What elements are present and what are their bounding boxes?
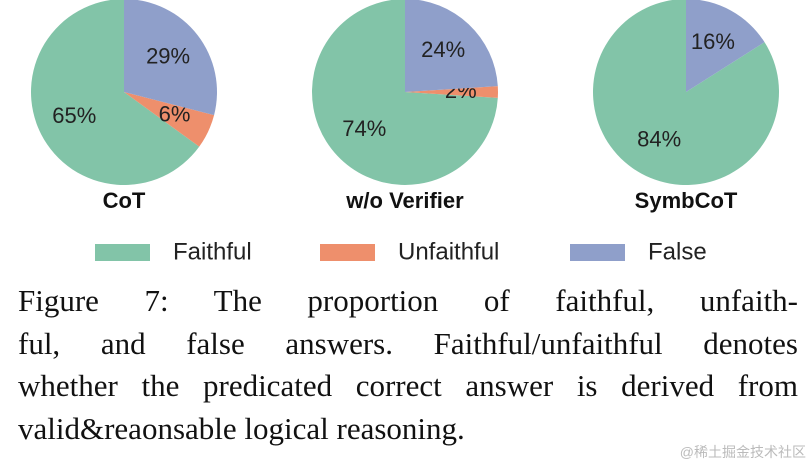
legend-label: Unfaithful bbox=[398, 238, 499, 265]
pie-title: CoT bbox=[103, 188, 146, 213]
slice-label: 16% bbox=[691, 29, 735, 54]
pie-slice bbox=[686, 0, 765, 92]
pie-slice bbox=[124, 0, 217, 116]
pie-slice bbox=[405, 0, 498, 92]
pie-slice bbox=[405, 86, 498, 98]
legend-swatch bbox=[570, 244, 625, 261]
slice-label: 65% bbox=[52, 103, 96, 128]
pie-slice bbox=[593, 0, 779, 185]
legend-swatch bbox=[320, 244, 375, 261]
pie-slice bbox=[124, 92, 215, 147]
pie-title: w/o Verifier bbox=[345, 188, 464, 213]
slice-label: 29% bbox=[146, 44, 190, 69]
caption-line: Figure 7: The proportion of faithful, un… bbox=[18, 283, 798, 318]
legend-label: Faithful bbox=[173, 238, 252, 265]
caption-line: valid&reaonsable logical reasoning. bbox=[18, 411, 465, 446]
pie-slice bbox=[312, 0, 498, 185]
pie-title: SymbCoT bbox=[635, 188, 738, 213]
legend-label: False bbox=[648, 238, 707, 265]
slice-label: 74% bbox=[342, 116, 386, 141]
legend-swatch bbox=[95, 244, 150, 261]
caption-line: ful, and false answers. Faithful/unfaith… bbox=[18, 326, 798, 361]
watermark: @稀土掘金技术社区 bbox=[679, 444, 806, 460]
slice-label: 24% bbox=[421, 37, 465, 62]
slice-label: 84% bbox=[637, 127, 681, 152]
caption-line: whether the predicated correct answer is… bbox=[18, 368, 798, 403]
pie-slice bbox=[31, 0, 200, 185]
